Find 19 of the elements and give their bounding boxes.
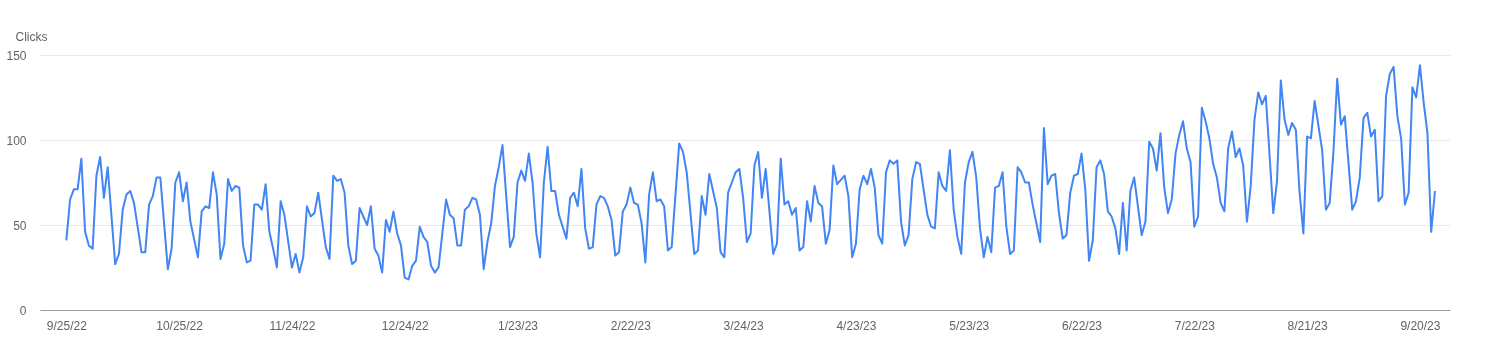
x-tick-label: 1/23/23	[498, 318, 539, 333]
x-tick-label: 5/23/23	[949, 318, 990, 333]
x-tick-label: 7/22/23	[1174, 318, 1216, 333]
x-tick-label: 12/24/22	[381, 318, 429, 333]
x-tick-label: 8/21/23	[1287, 318, 1328, 333]
y-axis-title: Clicks	[15, 29, 48, 44]
x-tick-label: 4/23/23	[836, 318, 877, 333]
x-tick-label: 9/20/23	[1400, 318, 1441, 333]
y-tick-label: 0	[19, 303, 27, 318]
x-tick-label: 10/25/22	[156, 318, 204, 333]
y-tick-label: 150	[6, 48, 27, 63]
x-tick-label: 3/24/23	[723, 318, 764, 333]
x-tick-label: 6/22/23	[1062, 318, 1103, 333]
y-tick-label: 100	[6, 133, 27, 148]
x-tick-label: 9/25/22	[46, 318, 88, 333]
line-series	[65, 64, 1436, 281]
x-tick-label: 11/24/22	[269, 318, 316, 333]
y-tick-label: 50	[13, 218, 27, 233]
x-tick-label: 2/22/23	[610, 318, 652, 333]
